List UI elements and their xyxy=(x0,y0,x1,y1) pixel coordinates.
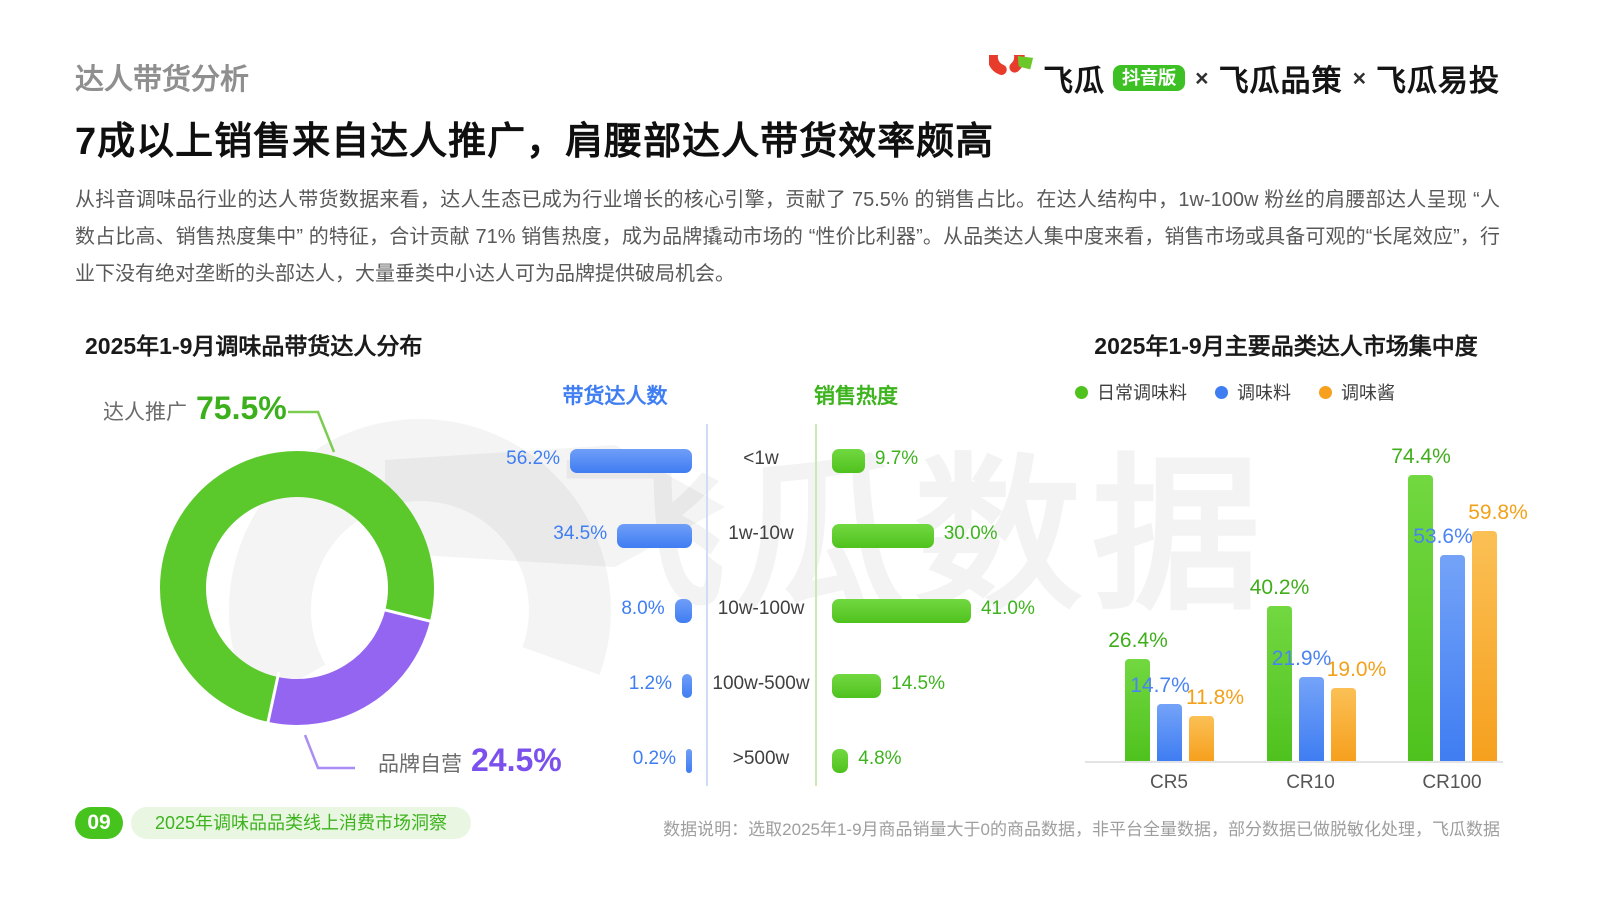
data-note: 数据说明：选取2025年1-9月商品销量大于0的商品数据，非平台全量数据，部分数… xyxy=(663,820,1500,839)
fans-count-value: 1.2% xyxy=(628,673,672,694)
partner-brand-2: 飞瓜易投 xyxy=(1376,65,1500,98)
sales-heat-bar xyxy=(832,449,865,473)
butterfly-right-header: 销售热度 xyxy=(814,385,898,408)
bar-value-label: 14.7% xyxy=(1130,674,1190,698)
edition-badge: 抖音版 xyxy=(1113,65,1186,91)
sales-heat-value: 41.0% xyxy=(980,598,1035,619)
legend-dot xyxy=(1215,385,1228,399)
brand-logo-row: 飞瓜 抖音版 × 飞瓜品策 × 飞瓜易投 xyxy=(989,55,1500,101)
x-axis-label: CR100 xyxy=(1422,772,1482,793)
donut-chart-title: 2025年1-9月调味品带货达人分布 xyxy=(85,333,423,359)
sales-heat-value: 14.5% xyxy=(891,673,946,694)
separator-x: × xyxy=(1195,64,1209,91)
donut-slice-0 xyxy=(160,451,434,722)
donut-slice-gap xyxy=(380,607,436,624)
sales-heat-bar xyxy=(832,749,849,773)
page-number-badge: 09 xyxy=(75,807,123,839)
fans-count-bar xyxy=(570,449,692,473)
legend-item: 日常调味料 xyxy=(1075,379,1187,405)
sales-heat-value: 4.8% xyxy=(858,748,902,769)
concentration-bar xyxy=(1440,554,1465,761)
butterfly-right-axis xyxy=(815,424,817,786)
fans-count-value: 56.2% xyxy=(506,448,561,469)
fans-count-bar xyxy=(674,599,692,623)
bar-value-label: 19.0% xyxy=(1326,657,1387,681)
grouped-chart-title: 2025年1-9月主要品类达人市场集中度 xyxy=(1094,333,1478,359)
slice-value: 75.5% xyxy=(196,390,287,426)
concentration-bar xyxy=(1408,474,1433,761)
concentration-bar xyxy=(1125,659,1150,761)
fans-tier-label: >500w xyxy=(732,748,790,769)
bar-value-label: 26.4% xyxy=(1108,629,1168,653)
legend-item: 调味料 xyxy=(1215,379,1291,405)
fans-tier-label: 100w-500w xyxy=(712,673,810,694)
concentration-bar xyxy=(1330,687,1356,761)
section-label: 达人带货分析 xyxy=(75,64,250,96)
concentration-bar xyxy=(1266,606,1292,761)
sales-heat-bar xyxy=(832,599,971,623)
fans-count-bar xyxy=(617,524,692,548)
slice-value: 24.5% xyxy=(471,742,562,778)
bar-value-label: 53.6% xyxy=(1413,524,1473,548)
sales-heat-bar xyxy=(832,524,934,548)
bar-value-label: 21.9% xyxy=(1271,646,1332,670)
donut-chart xyxy=(160,451,436,728)
donut-callout-brand: 品牌自营 24.5% xyxy=(378,742,562,779)
legend-item: 调味酱 xyxy=(1319,379,1395,405)
donut-slice-gap xyxy=(265,671,281,728)
legend-dot xyxy=(1075,385,1088,399)
slice-label: 达人推广 xyxy=(103,401,187,424)
fans-count-value: 8.0% xyxy=(621,598,665,619)
page-title: 7成以上销售来自达人推广，肩腰部达人带货效率颇高 xyxy=(75,121,995,163)
grouped-chart-x-axis xyxy=(1085,761,1503,763)
legend-label: 日常调味料 xyxy=(1097,383,1187,403)
fans-count-bar xyxy=(682,674,692,698)
sales-heat-value: 9.7% xyxy=(874,448,919,469)
fans-count-value: 34.5% xyxy=(553,523,608,544)
legend-label: 调味酱 xyxy=(1341,383,1395,403)
concentration-bar xyxy=(1298,676,1324,761)
donut-callout-promo: 达人推广 75.5% xyxy=(103,390,287,427)
feigua-logo-icon xyxy=(989,55,1034,75)
butterfly-left-axis xyxy=(706,424,708,786)
grouped-chart-legend: 日常调味料 调味料 调味酱 xyxy=(1075,379,1395,405)
concentration-bar xyxy=(1189,715,1214,761)
fans-count-bar xyxy=(686,749,692,773)
bar-value-label: 59.8% xyxy=(1468,501,1528,525)
separator-x: × xyxy=(1352,64,1366,91)
brand-name: 飞瓜 xyxy=(1043,65,1106,98)
concentration-bar xyxy=(1472,531,1497,761)
concentration-bar xyxy=(1157,704,1182,761)
fans-tier-label: <1w xyxy=(743,448,779,469)
fans-tier-label: 10w-100w xyxy=(717,598,805,619)
legend-label: 调味料 xyxy=(1237,383,1291,403)
bar-value-label: 11.8% xyxy=(1186,685,1244,709)
slice-label: 品牌自营 xyxy=(378,753,462,776)
legend-dot xyxy=(1319,385,1332,399)
x-axis-label: CR5 xyxy=(1149,772,1188,793)
butterfly-left-header: 带货达人数 xyxy=(562,385,668,408)
x-axis-label: CR10 xyxy=(1286,772,1335,793)
bar-value-label: 40.2% xyxy=(1249,576,1310,600)
partner-brand-1: 飞瓜品策 xyxy=(1218,65,1343,98)
sales-heat-value: 30.0% xyxy=(943,523,998,544)
report-name-pill: 2025年调味品品类线上消费市场洞察 xyxy=(131,807,472,839)
bar-value-label: 74.4% xyxy=(1391,444,1451,468)
donut-slice-1 xyxy=(268,609,430,725)
fans-tier-label: 1w-10w xyxy=(728,523,794,544)
summary-paragraph: 从抖音调味品行业的达人带货数据来看，达人生态已成为行业增长的核心引擎，贡献了 7… xyxy=(75,189,1500,285)
fans-count-value: 0.2% xyxy=(632,748,676,769)
sales-heat-bar xyxy=(832,674,882,698)
